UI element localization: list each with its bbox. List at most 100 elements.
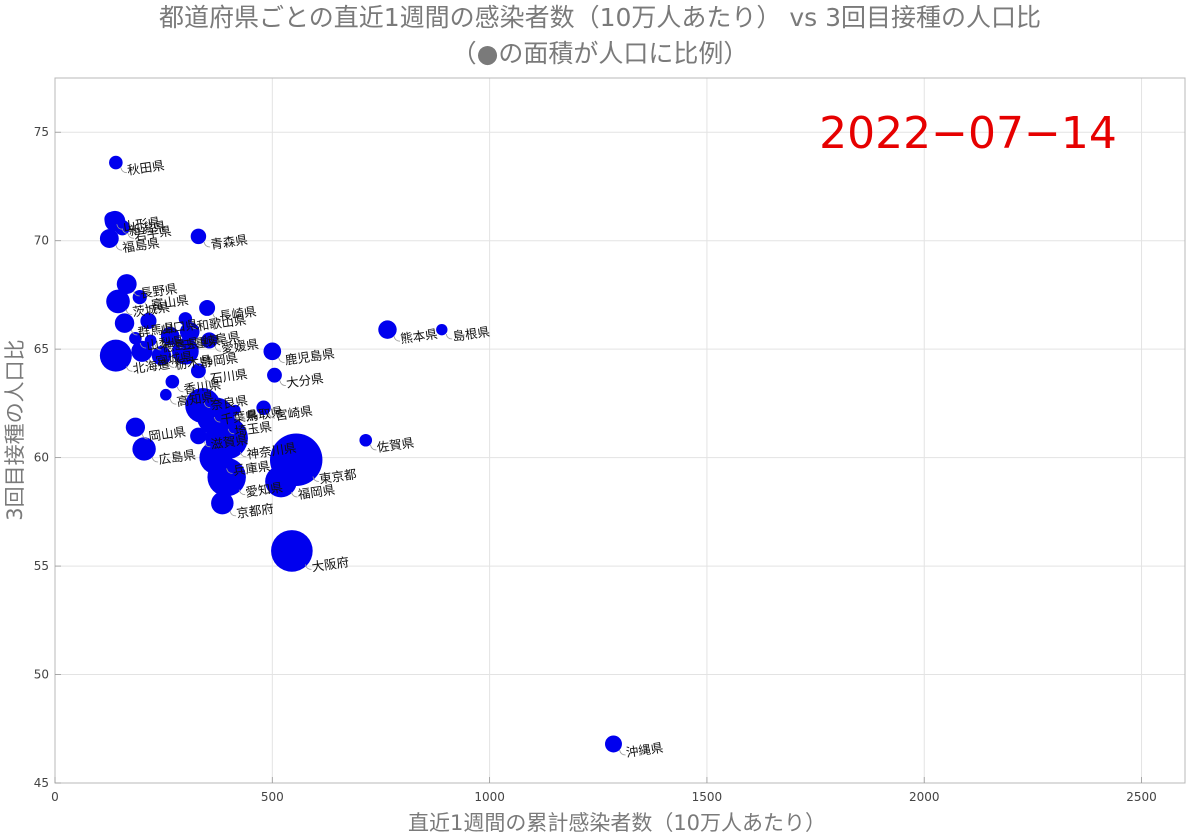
- label-leader: [127, 233, 134, 239]
- point-label: 鳥取県: [245, 404, 284, 424]
- data-point: [265, 465, 297, 498]
- data-point: [263, 342, 282, 361]
- label-leader: [121, 228, 129, 234]
- point-label: 富山県: [150, 292, 189, 312]
- x-tick-label: 500: [261, 790, 284, 804]
- point-label: 徳島県: [161, 335, 200, 355]
- y-tick-label: 45: [34, 776, 49, 790]
- label-leader: [190, 323, 197, 330]
- y-tick-label: 60: [34, 451, 49, 465]
- y-tick-label: 65: [34, 342, 49, 356]
- data-points: [99, 155, 622, 753]
- point-label: 宮城県: [155, 349, 194, 369]
- data-point: [211, 491, 234, 515]
- chart-title: 都道府県ごとの直近1週間の感染者数（10万人あたり） vs 3回目接種の人口比: [159, 3, 1041, 32]
- point-label: 栃木県: [174, 352, 213, 372]
- data-point: [604, 735, 622, 753]
- label-leader: [291, 491, 298, 498]
- data-point: [104, 211, 119, 227]
- data-point: [132, 437, 156, 461]
- point-label: 長野県: [139, 281, 178, 301]
- label-leader: [177, 386, 184, 393]
- data-point: [160, 388, 172, 401]
- label-leader: [268, 413, 276, 419]
- point-label: 奈良県: [210, 393, 249, 413]
- point-label: 大分県: [285, 370, 324, 390]
- data-point: [199, 299, 216, 316]
- label-leader: [279, 380, 286, 386]
- x-tick-label: 2000: [909, 790, 940, 804]
- point-label: 山梨県: [146, 333, 185, 353]
- point-label: 香川県: [183, 377, 222, 397]
- label-leader: [214, 346, 222, 352]
- point-label: 山口県: [160, 317, 199, 337]
- point-label: 岐阜県: [202, 329, 241, 349]
- label-leader: [153, 326, 161, 333]
- point-label: 高知県: [176, 389, 215, 409]
- x-tick-label: 1000: [474, 790, 505, 804]
- label-leader: [226, 468, 233, 474]
- data-point: [190, 228, 207, 245]
- label-leader: [120, 167, 127, 174]
- grid-lines: [55, 78, 1185, 783]
- point-label: 京都府: [235, 501, 274, 521]
- label-leader: [229, 510, 237, 517]
- label-leader: [196, 338, 203, 345]
- label-leader: [305, 564, 312, 570]
- label-leader: [227, 428, 235, 435]
- data-point: [131, 340, 153, 362]
- y-tick-label: 50: [34, 668, 49, 682]
- data-point: [190, 427, 207, 445]
- label-leader: [133, 290, 140, 297]
- label-leader: [203, 376, 210, 382]
- x-tick-label: 0: [51, 790, 59, 804]
- point-label: 広島県: [157, 447, 196, 467]
- label-leader: [151, 456, 159, 463]
- label-leader: [194, 360, 201, 366]
- point-label: 三重県: [182, 333, 221, 353]
- data-point: [201, 332, 218, 349]
- y-tick-label: 70: [34, 234, 49, 248]
- data-point: [106, 289, 130, 314]
- label-leader: [131, 329, 138, 336]
- label-leader: [148, 358, 156, 365]
- label-leader: [144, 302, 152, 308]
- data-point: [436, 323, 448, 336]
- point-label: 愛知県: [245, 480, 284, 500]
- point-label: 岡山県: [148, 424, 187, 444]
- label-leader: [445, 333, 453, 340]
- label-leader: [204, 441, 211, 448]
- label-leader: [213, 417, 221, 423]
- data-point: [114, 313, 135, 333]
- label-leader: [169, 399, 177, 405]
- x-tick-label: 2500: [1126, 790, 1157, 804]
- label-leader: [312, 476, 319, 482]
- data-point: [378, 320, 397, 339]
- data-point: [199, 441, 233, 474]
- data-point: [125, 417, 146, 437]
- data-point: [129, 332, 142, 345]
- point-label: 北海道: [132, 356, 172, 376]
- label-leader: [370, 444, 377, 451]
- data-point: [178, 312, 193, 326]
- label-leader: [393, 336, 401, 342]
- data-point: [256, 400, 271, 415]
- data-point: [190, 363, 206, 379]
- x-tick-label: 1500: [692, 790, 723, 804]
- point-label: 鹿児島県: [284, 346, 336, 368]
- label-leader: [240, 451, 247, 458]
- data-point: [144, 334, 157, 347]
- point-label: 東京都: [318, 466, 358, 486]
- label-leader: [115, 245, 123, 251]
- plot-frame: [54, 77, 1186, 784]
- label-leader: [239, 413, 246, 420]
- data-point: [271, 530, 313, 572]
- label-leader: [203, 241, 211, 248]
- data-point: [267, 367, 282, 383]
- data-point: [160, 326, 180, 346]
- point-label: 神奈川県: [246, 440, 298, 462]
- point-label: 石川県: [209, 366, 248, 386]
- data-point: [230, 404, 241, 416]
- label-leader: [619, 749, 626, 756]
